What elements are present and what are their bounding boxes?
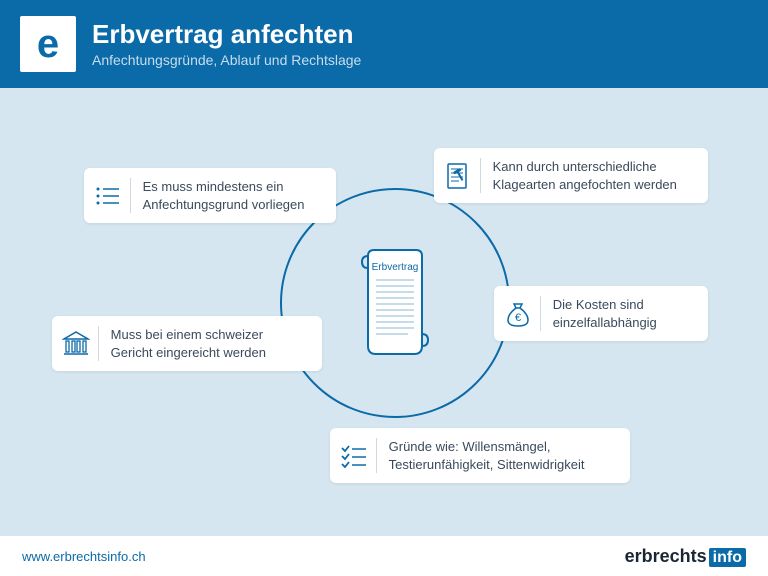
gavel-document-icon xyxy=(442,162,474,190)
svg-text:€: € xyxy=(515,312,521,324)
card-text: Die Kosten sind einzelfallabhängig xyxy=(553,296,694,331)
info-card-grounds-required: Es muss mindestens ein Anfechtungsgrund … xyxy=(84,168,336,223)
header-text: Erbvertrag anfechten Anfechtungsgründe, … xyxy=(92,20,361,69)
diagram-canvas: Erbvertrag Es muss mindestens ein Anfech… xyxy=(0,88,768,536)
info-card-lawsuit-types: Kann durch unterschiedliche Klagearten a… xyxy=(434,148,708,203)
divider xyxy=(98,326,99,361)
page-subtitle: Anfechtungsgründe, Ablauf und Rechtslage xyxy=(92,52,361,68)
court-icon xyxy=(60,331,92,357)
divider xyxy=(376,438,377,473)
logo-box: e xyxy=(20,16,76,72)
card-text: Kann durch unterschiedliche Klagearten a… xyxy=(493,158,694,193)
footer: www.erbrechtsinfo.ch erbrechtsinfo xyxy=(0,536,768,576)
page-title: Erbvertrag anfechten xyxy=(92,20,361,49)
card-text: Gründe wie: Willensmängel, Testierunfähi… xyxy=(389,438,616,473)
header: e Erbvertrag anfechten Anfechtungsgründe… xyxy=(0,0,768,88)
info-card-court-filing: Muss bei einem schweizer Gericht eingere… xyxy=(52,316,322,371)
scroll-label: Erbvertrag xyxy=(372,262,419,273)
divider xyxy=(480,158,481,193)
list-icon xyxy=(92,185,124,207)
logo-letter: e xyxy=(37,22,59,67)
brand-part2: info xyxy=(709,548,746,567)
info-card-reasons: Gründe wie: Willensmängel, Testierunfähi… xyxy=(330,428,630,483)
brand-part1: erbrechts xyxy=(625,546,707,566)
footer-brand: erbrechtsinfo xyxy=(625,546,746,567)
checklist-icon xyxy=(338,444,370,468)
card-text: Es muss mindestens ein Anfechtungsgrund … xyxy=(143,178,322,213)
footer-url: www.erbrechtsinfo.ch xyxy=(22,549,146,564)
contract-scroll-icon: Erbvertrag xyxy=(358,248,432,363)
money-bag-icon: € xyxy=(502,300,534,328)
divider xyxy=(540,296,541,331)
info-card-costs: € Die Kosten sind einzelfallabhängig xyxy=(494,286,708,341)
card-text: Muss bei einem schweizer Gericht eingere… xyxy=(111,326,308,361)
divider xyxy=(130,178,131,213)
